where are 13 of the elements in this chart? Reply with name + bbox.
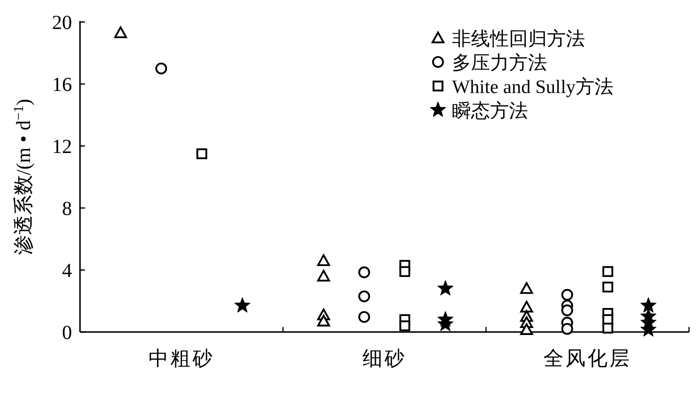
legend-label: 非线性回归方法 xyxy=(452,28,585,50)
y-tick-label: 12 xyxy=(52,136,72,158)
y-tick-label: 4 xyxy=(62,260,72,282)
legend-label: White and Sully方法 xyxy=(452,76,614,98)
y-tick-label: 8 xyxy=(62,198,72,220)
x-tick-label: 中粗砂 xyxy=(148,348,214,370)
legend-label: 瞬态方法 xyxy=(452,100,528,122)
y-tick-label: 16 xyxy=(52,74,72,96)
legend-label: 多压力方法 xyxy=(452,52,547,74)
y-tick-label: 0 xyxy=(62,322,72,344)
x-tick-label: 细砂 xyxy=(362,348,406,370)
y-tick-label: 20 xyxy=(52,12,72,34)
x-tick-label: 全风化层 xyxy=(544,348,632,370)
